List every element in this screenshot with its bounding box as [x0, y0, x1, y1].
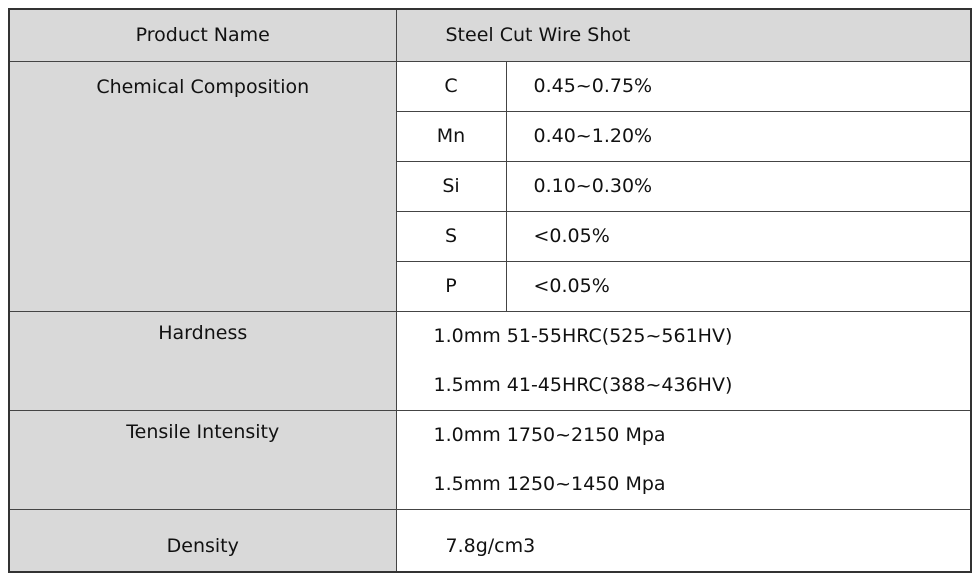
- hardness-label: Hardness: [8, 310, 397, 411]
- element: Mn: [395, 110, 507, 162]
- density-value: 7.8g/cm3: [395, 508, 972, 572]
- hardness-line: 1.0mm 51-55HRC(525~561HV): [433, 324, 733, 347]
- element-range: 0.45~0.75%: [505, 60, 972, 112]
- element-range: 0.10~0.30%: [505, 160, 972, 212]
- element-range: <0.05%: [505, 260, 972, 312]
- element-range: 0.40~1.20%: [505, 110, 972, 162]
- element: P: [395, 260, 507, 312]
- element-range: <0.05%: [505, 210, 972, 262]
- tensile-values: 1.0mm 1750~2150 Mpa 1.5mm 1250~1450 Mpa: [395, 409, 972, 510]
- tensile-label: Tensile Intensity: [8, 409, 397, 510]
- element: S: [395, 210, 507, 262]
- spec-table: Product Name Steel Cut Wire Shot Chemica…: [8, 8, 973, 573]
- header-value: Steel Cut Wire Shot: [395, 8, 972, 62]
- hardness-values: 1.0mm 51-55HRC(525~561HV) 1.5mm 41-45HRC…: [395, 310, 972, 411]
- element: C: [395, 60, 507, 112]
- tensile-line: 1.5mm 1250~1450 Mpa: [433, 472, 666, 495]
- element: Si: [395, 160, 507, 212]
- hardness-line: 1.5mm 41-45HRC(388~436HV): [433, 373, 733, 396]
- header-label: Product Name: [8, 8, 397, 62]
- composition-label: Chemical Composition: [8, 60, 397, 312]
- density-label: Density: [8, 508, 397, 572]
- tensile-line: 1.0mm 1750~2150 Mpa: [433, 423, 666, 446]
